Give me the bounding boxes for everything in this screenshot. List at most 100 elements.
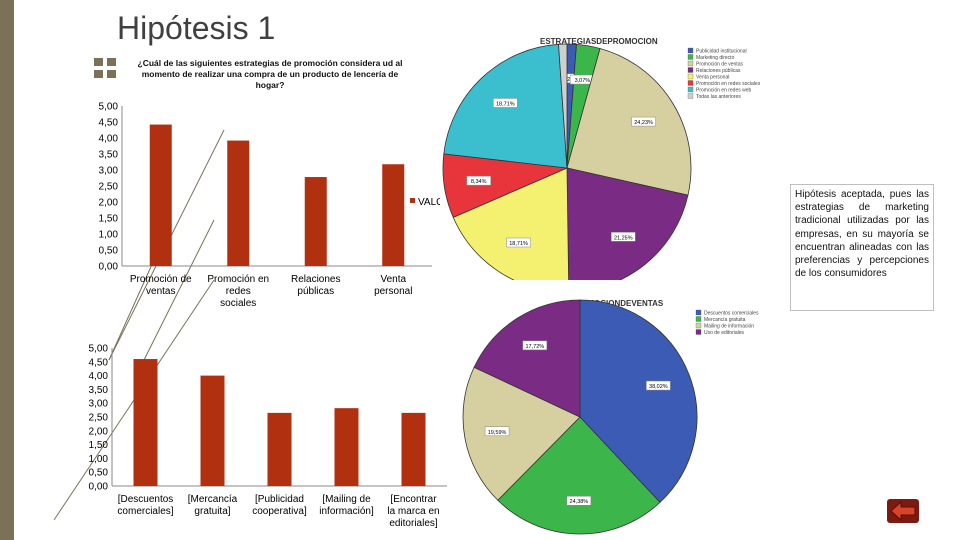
pie-data-label: 18,71% xyxy=(509,241,528,247)
legend-label: Promoción de ventas xyxy=(696,62,743,68)
pie-data-label-box xyxy=(566,495,592,506)
x-tick-label: [Encontrar xyxy=(390,494,437,505)
legend-swatch xyxy=(687,60,694,67)
x-tick-label: editoriales] xyxy=(389,518,438,529)
bar xyxy=(304,177,327,266)
pie-data-label: 18,71% xyxy=(496,101,515,107)
y-tick-label: 2,50 xyxy=(99,182,119,193)
y-tick-label: 4,50 xyxy=(89,357,109,368)
y-tick-label: 0,00 xyxy=(99,262,119,273)
pie-data-label-box xyxy=(466,175,491,186)
y-tick-label: 1,00 xyxy=(89,454,109,465)
pie-data-label: 24,23% xyxy=(634,120,653,126)
legend-swatch xyxy=(695,329,702,335)
pie-slice xyxy=(566,47,692,196)
legend-swatch xyxy=(695,309,702,316)
legend-swatch xyxy=(410,198,415,203)
pie-data-label-box xyxy=(646,380,671,391)
y-tick-label: 1,50 xyxy=(89,440,109,451)
legend-label: Marketing directo xyxy=(696,55,735,61)
legend-swatch xyxy=(687,80,694,86)
legend-swatch xyxy=(687,93,694,99)
pie-data-label-box xyxy=(506,237,531,248)
x-tick-label: información] xyxy=(319,506,374,517)
x-tick-label: públicas xyxy=(297,286,334,297)
y-tick-label: 5,00 xyxy=(89,344,109,355)
pie-data-label: 21,25% xyxy=(614,235,633,241)
bar xyxy=(149,124,172,266)
pie-slice xyxy=(566,167,689,280)
left-accent-bar xyxy=(0,0,14,540)
y-tick-label: 3,00 xyxy=(99,166,119,177)
back-arrow-icon xyxy=(887,499,919,523)
x-tick-label: [Descuentos xyxy=(118,494,174,505)
x-tick-label: cooperativa] xyxy=(252,506,307,517)
pie-data-label: 38,02% xyxy=(649,384,668,390)
legend-swatch xyxy=(687,86,694,93)
pie-data-label: 3,07% xyxy=(575,78,591,84)
pie-slice xyxy=(579,299,698,503)
pie-data-label: 24,38% xyxy=(570,499,589,505)
pie-data-label-box xyxy=(493,98,518,108)
legend-label: Descuentos comerciales xyxy=(704,311,759,317)
legend-swatch xyxy=(687,73,694,80)
pie-slice xyxy=(473,299,581,418)
y-tick-label: 2,50 xyxy=(89,413,109,424)
legend-label: Mercancía gratuita xyxy=(704,317,746,323)
x-tick-label: la marca en xyxy=(387,506,439,517)
x-tick-label: Venta xyxy=(380,274,406,285)
legend-label: Venta personal xyxy=(696,75,729,81)
bar xyxy=(382,164,405,266)
pie-title: PROMOCIONDEVENTAS xyxy=(570,299,664,308)
pie-data-label: 19,59% xyxy=(488,430,507,436)
pie-chart-strategies: ESTRATEGIASDEPROMOCION1,22%3,07%24,23%21… xyxy=(442,37,761,280)
y-tick-label: 2,00 xyxy=(99,198,119,209)
pie-data-label: 8,34% xyxy=(471,179,487,185)
y-tick-label: 2,00 xyxy=(89,426,109,437)
x-tick-label: Relaciones xyxy=(291,274,340,285)
back-arrow-button[interactable] xyxy=(886,498,920,524)
x-tick-label: Promoción en xyxy=(207,274,269,285)
y-tick-label: 3,00 xyxy=(89,399,109,410)
bar xyxy=(227,140,250,266)
decorative-lines xyxy=(53,54,225,521)
x-tick-label: comerciales] xyxy=(117,506,173,517)
survey-question: ¿Cuál de las siguientes estrategias de p… xyxy=(137,58,403,90)
legend-label: Todas las anteriores xyxy=(696,94,741,100)
x-tick-label: gratuita] xyxy=(194,506,230,517)
conclusion-text: Hipótesis aceptada, pues las estrategias… xyxy=(790,184,934,311)
bar xyxy=(133,359,158,486)
y-tick-label: 4,50 xyxy=(99,118,119,129)
pie-slice xyxy=(558,43,568,169)
y-tick-label: 4,00 xyxy=(89,371,109,382)
legend-swatch xyxy=(687,67,694,73)
legend-label: Uso de editoriales xyxy=(704,330,745,336)
legend-swatch xyxy=(695,322,702,329)
x-tick-label: Promoción de xyxy=(130,274,192,285)
y-tick-label: 5,00 xyxy=(99,102,119,113)
legend-swatch xyxy=(687,54,694,60)
bar xyxy=(334,408,359,486)
page-title: Hipótesis 1 xyxy=(117,10,276,46)
legend-label: Mailing de información xyxy=(704,324,754,330)
y-tick-label: 0,00 xyxy=(89,482,109,493)
y-tick-label: 4,00 xyxy=(99,134,119,145)
x-tick-label: personal xyxy=(374,286,412,297)
x-tick-label: sociales xyxy=(220,298,256,309)
y-tick-label: 3,50 xyxy=(99,150,119,161)
legend-label: Publicidad institucional xyxy=(696,49,747,55)
x-tick-label: [Mercancía xyxy=(188,494,238,505)
y-tick-label: 3,50 xyxy=(89,385,109,396)
bar xyxy=(267,412,292,486)
pie-chart-promotions: PROMOCIONDEVENTAS 38,02% 24,38% 19,59% 17,72… xyxy=(462,299,759,535)
legend-label: Relaciones públicas xyxy=(696,68,741,74)
x-tick-label: ventas xyxy=(146,286,175,297)
pie-title: ESTRATEGIASDEPROMOCION xyxy=(540,37,658,46)
legend-label: Promoción en redes web xyxy=(696,88,752,94)
legend-swatch xyxy=(687,47,694,54)
bar-chart-strategies: 0,00 0,50 1,00 1,50 2,00 2,50 3,00 3,50 4,00 4,50… xyxy=(99,102,440,310)
y-tick-label: 1,50 xyxy=(99,214,119,225)
x-tick-label: [Mailing de xyxy=(322,494,371,505)
legend-label: VALOI xyxy=(418,197,440,208)
x-tick-label: redes xyxy=(226,286,251,297)
